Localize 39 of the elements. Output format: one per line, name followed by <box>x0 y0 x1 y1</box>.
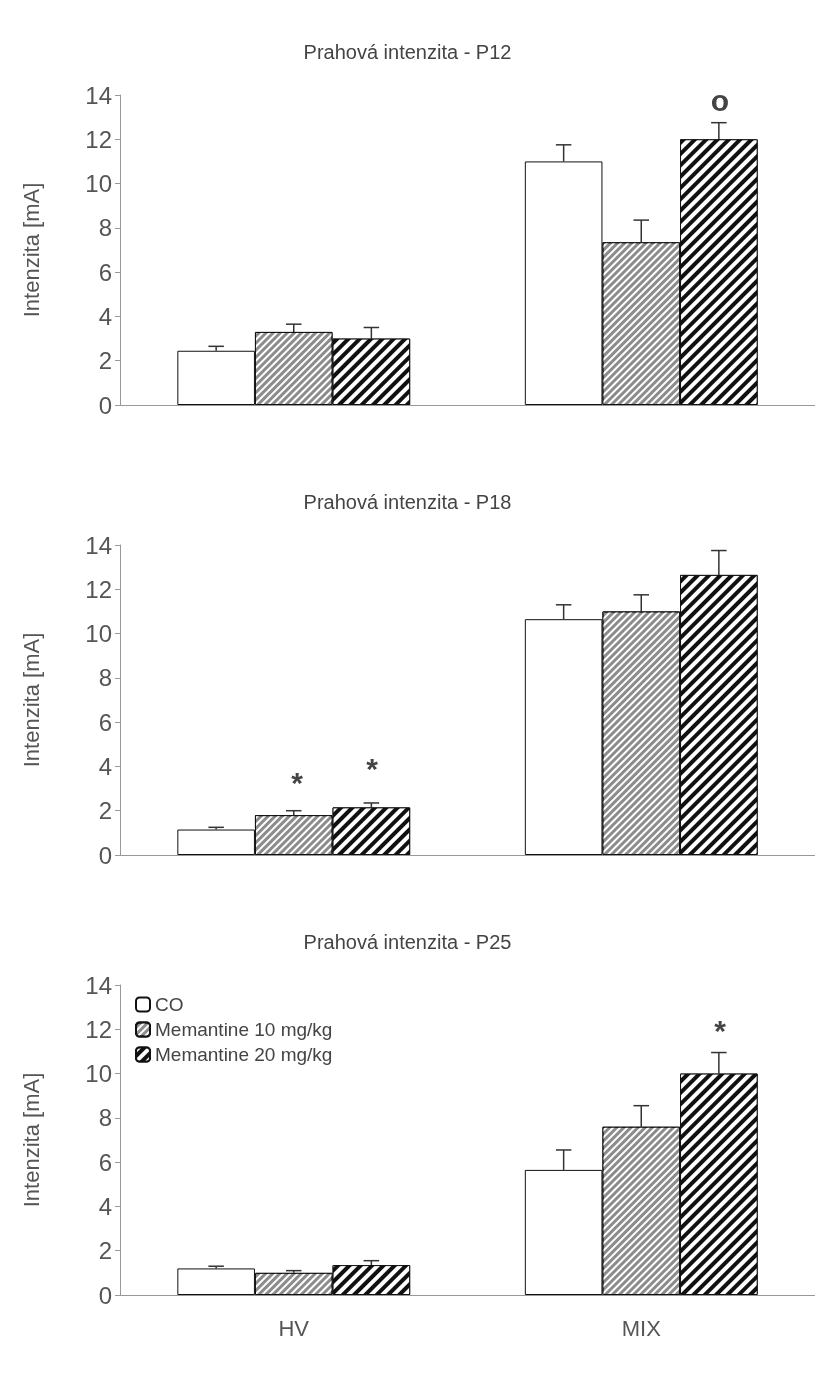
y-tick-label: 6 <box>98 258 112 286</box>
y-tick-label: 2 <box>98 797 112 825</box>
y-tick-label: 6 <box>98 1148 112 1176</box>
y-tick-label: 8 <box>98 1104 112 1132</box>
y-tick-label: 14 <box>85 531 112 559</box>
y-tick-label: 2 <box>98 347 112 375</box>
y-tick-label: 4 <box>98 752 112 780</box>
y-axis-title: Intenzita [mA] <box>18 632 44 768</box>
y-tick-label: 8 <box>98 214 112 242</box>
y-tick-label: 14 <box>85 81 112 109</box>
y-tick-label: 0 <box>98 841 112 869</box>
y-tick-label: 14 <box>85 971 112 999</box>
chart-title: Prahová intenzita - P12 <box>303 41 512 63</box>
y-tick-label: 12 <box>85 1015 112 1043</box>
legend-label: CO <box>155 994 184 1015</box>
y-tick-label: 4 <box>98 1192 112 1220</box>
y-tick-label: 12 <box>85 575 112 603</box>
annotation: o <box>710 83 730 117</box>
x-tick-label: HV <box>278 1315 310 1341</box>
y-tick-label: 0 <box>98 1281 112 1309</box>
annotation: * <box>366 751 379 785</box>
y-axis-title: Intenzita [mA] <box>18 1072 44 1208</box>
chart-title: Prahová intenzita - P25 <box>303 931 512 953</box>
y-tick-label: 10 <box>85 620 112 648</box>
y-tick-label: 12 <box>85 125 112 153</box>
y-tick-label: 10 <box>85 170 112 198</box>
annotation: * <box>714 1013 727 1047</box>
legend-label: Memantine 10 mg/kg <box>155 1019 333 1040</box>
chart-title: Prahová intenzita - P18 <box>303 491 512 513</box>
y-tick-label: 10 <box>85 1060 112 1088</box>
x-tick-label: MIX <box>621 1315 662 1341</box>
y-tick-label: 0 <box>98 391 112 419</box>
annotation: * <box>291 765 304 799</box>
y-tick-label: 4 <box>98 302 112 330</box>
y-tick-label: 2 <box>98 1237 112 1265</box>
y-tick-label: 6 <box>98 708 112 736</box>
y-tick-label: 8 <box>98 664 112 692</box>
legend-label: Memantine 20 mg/kg <box>155 1044 333 1065</box>
y-axis-title: Intenzita [mA] <box>18 182 44 318</box>
